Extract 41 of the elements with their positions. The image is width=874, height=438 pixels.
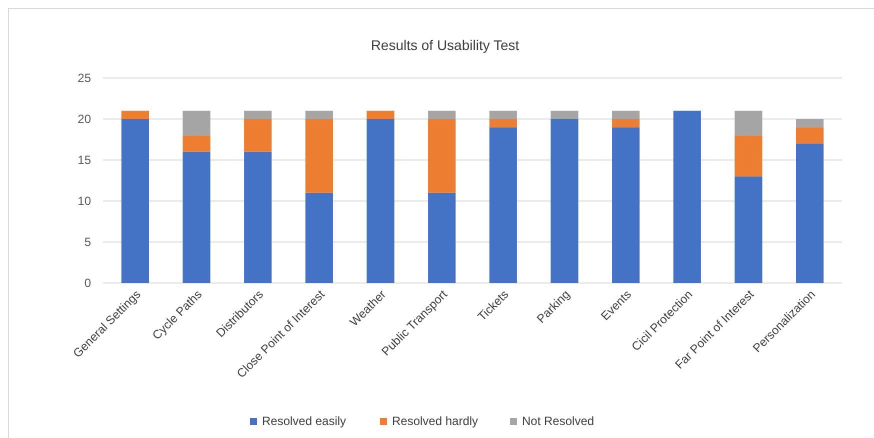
bar (366, 110, 394, 119)
bar (612, 110, 640, 119)
bar (182, 135, 210, 152)
bar (550, 110, 578, 119)
bar (305, 119, 333, 193)
bar (305, 110, 333, 119)
bar (734, 110, 762, 136)
chart-title: Results of Usability Test (370, 37, 520, 53)
bar (305, 192, 333, 283)
bar (428, 110, 456, 119)
bar (489, 110, 517, 119)
bar (182, 152, 210, 283)
y-tick-label: 25 (78, 71, 92, 86)
y-tick-label: 15 (78, 153, 92, 168)
bar (428, 192, 456, 283)
bar (244, 110, 272, 119)
bar (121, 110, 149, 119)
bar (489, 119, 517, 128)
y-tick-label: 0 (84, 276, 92, 290)
bar (796, 144, 824, 283)
bar (366, 119, 394, 283)
bar (734, 176, 762, 283)
y-tick-label: 20 (78, 112, 92, 126)
bar (428, 119, 456, 193)
bar (612, 127, 640, 283)
bar (796, 119, 824, 128)
bar (121, 119, 149, 283)
bar (673, 110, 701, 283)
bar (734, 135, 762, 176)
legend-label: Resolved hardly (392, 414, 478, 428)
y-tick-label: 10 (78, 194, 92, 208)
bar (489, 127, 517, 283)
bar (244, 119, 272, 152)
bar (182, 110, 210, 136)
bar (796, 127, 824, 144)
y-tick-label: 5 (84, 235, 92, 250)
legend-label: Resolved easily (262, 414, 346, 428)
bar (612, 119, 640, 128)
bar (244, 152, 272, 283)
bar (550, 119, 578, 283)
legend-label: Not Resolved (522, 414, 594, 428)
